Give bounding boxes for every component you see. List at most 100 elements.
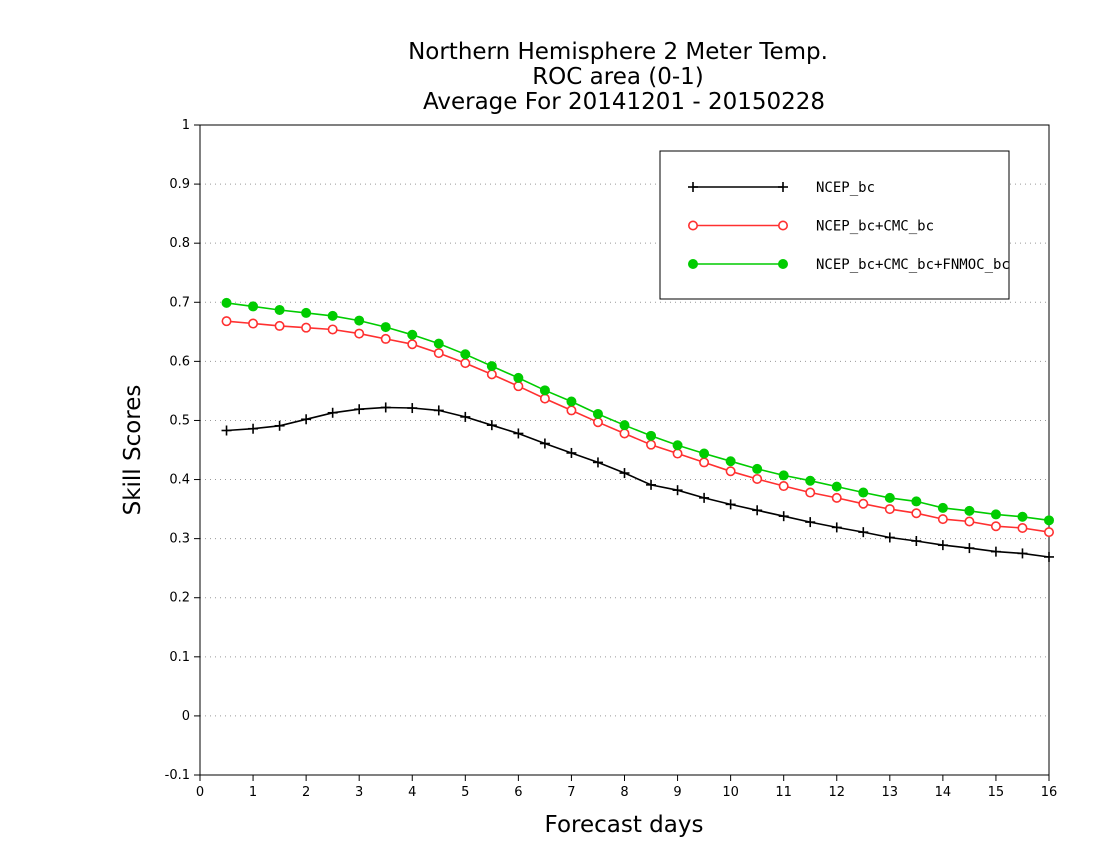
series-2-point-11 [513,372,524,383]
series-0-point-24 [858,527,869,538]
legend-label-0: NCEP_bc [816,180,875,196]
series-0-point-1 [248,423,259,434]
x-tick-label-13: 13 [882,785,899,800]
series-0-point-26 [911,536,922,546]
series-2-point-23 [831,481,842,492]
series-1-point-21 [778,481,789,492]
series-1-point-2 [274,320,285,331]
series-0-point-8 [433,405,444,416]
x-tick-label-7: 7 [567,785,575,800]
series-layer [221,297,1055,562]
series-line-2 [226,302,1050,522]
x-tick-label-8: 8 [620,785,628,800]
series-1-point-19 [725,466,736,477]
series-2 [221,297,1054,526]
x-axis-label: Forecast days [545,812,704,838]
legend-marker-start-2 [688,259,698,269]
legend-marker-end-2 [778,259,788,269]
title-line-2: ROC area (0-1) [532,64,704,90]
x-tick-label-11: 11 [775,785,792,800]
series-1-point-4 [327,324,338,335]
x-tick-label-10: 10 [722,785,739,800]
series-0-point-20 [752,505,763,516]
legend-items: NCEP_bc NCEP_bc+CMC_bc NCEP_bc+CMC_bc+FNMO… [687,180,1010,273]
series-1-point-0 [221,316,232,327]
series-2-point-26 [911,496,922,507]
series-2-point-7 [407,329,418,340]
series-2-point-21 [778,470,789,481]
series-0-point-18 [699,492,710,503]
series-2-point-16 [646,430,657,441]
series-1-point-25 [884,504,895,515]
series-0-point-3 [301,414,312,425]
series-0-point-30 [1017,548,1028,559]
series-0-point-17 [672,485,683,496]
series-2-point-14 [592,408,603,419]
series-1-point-28 [964,516,975,527]
series-1-point-11 [513,381,524,392]
series-1-point-24 [858,498,869,509]
legend-item-1: NCEP_bc+CMC_bc [687,219,934,235]
series-2-point-15 [619,420,630,431]
series-1-point-18 [699,457,710,468]
series-0-point-9 [460,411,471,422]
y-tick-label-0: -0.1 [165,768,190,783]
series-0-point-15 [619,468,630,479]
legend-label-2: NCEP_bc+CMC_bc+FNMOC_bc [816,257,1010,273]
series-2-point-17 [672,440,683,451]
x-tick-label-1: 1 [249,785,257,800]
series-1-point-13 [566,405,577,416]
series-2-point-6 [380,322,391,333]
series-0-point-7 [407,403,418,414]
series-1-point-23 [831,492,842,503]
x-tick-label-0: 0 [196,785,204,800]
series-0-point-5 [354,404,365,415]
axis-ticks [194,124,1050,781]
legend-marker-end-1 [777,220,788,231]
y-axis-tick-labels: -0.1 0 0.1 0.2 0.3 0.4 0.5 0.6 0.7 0.8 0.9 1 [165,118,190,783]
series-1-point-6 [380,333,391,344]
series-0-point-2 [274,420,285,431]
chart-title: Northern Hemisphere 2 Meter Temp. ROC ar… [408,39,828,115]
x-tick-label-9: 9 [673,785,681,800]
series-1-point-30 [1017,522,1028,533]
series-0-point-29 [990,546,1001,557]
legend-marker-start-0 [688,182,698,192]
series-1-point-22 [805,487,816,498]
y-tick-label-10: 0.9 [169,177,190,192]
series-1 [221,316,1055,538]
series-2-point-12 [539,385,550,396]
series-0-point-6 [380,402,391,413]
series-2-point-31 [1044,515,1054,526]
x-tick-label-5: 5 [461,785,469,800]
series-2-point-28 [964,505,975,516]
series-2-point-4 [327,310,338,321]
series-0-point-10 [486,420,497,431]
series-0-point-11 [513,428,524,439]
legend-item-2: NCEP_bc+CMC_bc+FNMOC_bc [688,257,1010,273]
series-0-point-22 [805,517,816,528]
series-0-point-0 [221,425,232,436]
legend-marker-end-0 [778,182,788,192]
series-1-point-31 [1044,527,1055,538]
series-0-point-19 [725,499,736,510]
legend-box [659,150,1010,300]
y-tick-label-11: 1 [182,118,190,133]
y-tick-label-9: 0.8 [169,236,190,251]
series-1-point-3 [301,322,312,333]
y-tick-label-2: 0.1 [169,650,190,665]
x-tick-label-4: 4 [408,785,416,800]
series-2-point-10 [486,361,497,372]
legend-label-1: NCEP_bc+CMC_bc [816,219,934,235]
series-line-1 [226,320,1050,533]
series-1-point-15 [619,428,630,439]
series-2-point-2 [274,304,285,315]
series-0-point-25 [884,532,895,543]
x-tick-label-14: 14 [935,785,952,800]
x-tick-label-15: 15 [988,785,1005,800]
x-tick-label-16: 16 [1041,785,1058,800]
series-2-point-9 [460,349,471,360]
series-0 [221,402,1054,562]
